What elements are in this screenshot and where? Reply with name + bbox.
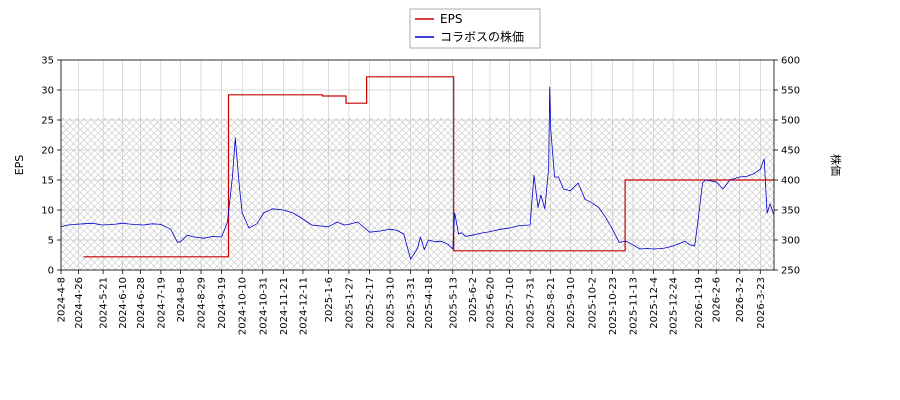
x-tick-label: 2025-5-13 bbox=[448, 277, 459, 329]
y-axis-right: 250 300 350 400 450 500 550 600 bbox=[774, 56, 800, 277]
x-tick-label: 2025-2-17 bbox=[365, 277, 376, 329]
legend-label-price: コラボスの株価 bbox=[440, 29, 524, 44]
x-axis: 2024-4-8 2024-4-26 2024-5-21 2024-6-10 2024-… bbox=[57, 270, 767, 335]
y-left-tick-label: 10 bbox=[41, 206, 54, 217]
x-tick-label: 2024-8-29 bbox=[197, 277, 208, 329]
y-axis-left-title: EPS bbox=[13, 155, 26, 176]
x-tick-label: 2024-10-10 bbox=[238, 277, 249, 335]
legend-label-eps: EPS bbox=[440, 12, 462, 26]
y-right-tick-label: 550 bbox=[781, 86, 800, 97]
x-tick-label: 2026-1-19 bbox=[694, 277, 705, 329]
x-tick-label: 2025-3-31 bbox=[406, 277, 417, 329]
x-tick-label: 2025-9-10 bbox=[566, 277, 577, 329]
hatched-band bbox=[61, 118, 774, 270]
x-tick-label: 2024-10-31 bbox=[258, 277, 269, 335]
x-tick-label: 2024-6-28 bbox=[136, 277, 147, 329]
y-right-tick-label: 400 bbox=[781, 176, 800, 187]
y-right-tick-label: 500 bbox=[781, 116, 800, 127]
x-tick-label: 2025-7-10 bbox=[505, 277, 516, 329]
x-tick-label: 2025-10-2 bbox=[587, 277, 598, 329]
y-right-tick-label: 450 bbox=[781, 146, 800, 157]
series-layer bbox=[61, 76, 774, 260]
y-left-tick-label: 30 bbox=[41, 86, 54, 97]
x-tick-label: 2024-4-8 bbox=[57, 277, 68, 322]
y-left-tick-label: 5 bbox=[48, 236, 54, 247]
x-tick-label: 2025-12-24 bbox=[669, 277, 680, 335]
series-line-eps bbox=[83, 76, 774, 258]
y-left-tick-label: 35 bbox=[41, 56, 54, 67]
y-right-tick-label: 250 bbox=[781, 266, 800, 277]
series-line-stock-price bbox=[61, 86, 774, 260]
x-tick-label: 2025-4-18 bbox=[424, 277, 435, 329]
x-tick-label: 2025-1-27 bbox=[344, 277, 355, 329]
y-right-tick-label: 600 bbox=[781, 56, 800, 67]
y-axis-right-title: 株価 bbox=[829, 154, 843, 176]
plot-area bbox=[60, 59, 775, 271]
y-left-tick-label: 15 bbox=[41, 176, 54, 187]
x-tick-label: 2024-11-21 bbox=[279, 277, 290, 335]
x-tick-label: 2026-3-2 bbox=[735, 277, 746, 322]
x-tick-label: 2025-12-4 bbox=[649, 277, 660, 329]
y-axis-left: 0 5 10 15 20 25 30 35 bbox=[41, 56, 61, 277]
x-tick-label: 2026-2-6 bbox=[712, 277, 723, 322]
x-tick-label: 2024-12-11 bbox=[298, 277, 309, 335]
x-tick-label: 2024-5-21 bbox=[99, 277, 110, 329]
x-tick-label: 2025-6-20 bbox=[485, 277, 496, 329]
x-tick-label: 2024-9-19 bbox=[217, 277, 228, 329]
x-tick-label: 2024-4-26 bbox=[74, 277, 85, 329]
y-left-tick-label: 20 bbox=[41, 146, 54, 157]
x-tick-label: 2024-8-8 bbox=[176, 277, 187, 322]
legend-box bbox=[409, 8, 541, 49]
x-tick-label: 2024-7-19 bbox=[156, 277, 167, 329]
x-tick-label: 2025-1-6 bbox=[324, 277, 335, 322]
x-tick-label: 2025-7-31 bbox=[526, 277, 537, 329]
x-tick-label: 2025-6-2 bbox=[468, 277, 479, 322]
x-tick-label: 2025-3-10 bbox=[386, 277, 397, 329]
y-left-tick-label: 0 bbox=[48, 266, 54, 277]
x-tick-label: 2026-3-23 bbox=[756, 277, 767, 329]
y-left-tick-label: 25 bbox=[41, 116, 54, 127]
y-right-tick-label: 300 bbox=[781, 236, 800, 247]
y-right-tick-label: 350 bbox=[781, 206, 800, 217]
plot-frame bbox=[60, 59, 775, 271]
x-tick-label: 2025-11-13 bbox=[628, 277, 639, 335]
x-tick-label: 2025-8-21 bbox=[546, 277, 557, 329]
x-tick-label: 2025-10-23 bbox=[608, 277, 619, 335]
legend: EPS コラボスの株価 bbox=[409, 8, 541, 49]
x-tick-label: 2024-6-10 bbox=[118, 277, 129, 329]
